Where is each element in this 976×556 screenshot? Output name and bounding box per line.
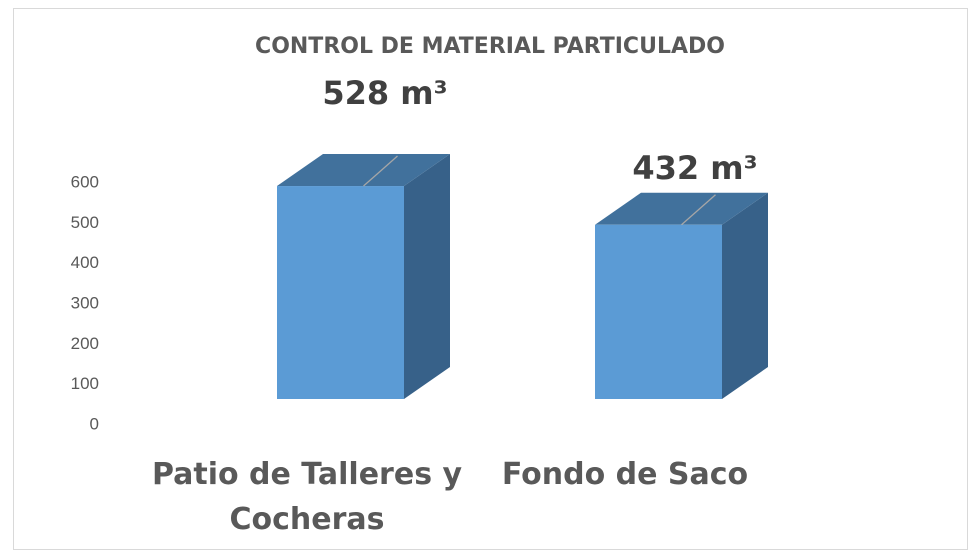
y-tick-label: 200 xyxy=(71,334,99,353)
y-tick-label: 500 xyxy=(71,213,99,232)
leader-line xyxy=(363,155,398,187)
bar-side xyxy=(404,154,450,399)
bar-side xyxy=(722,192,768,399)
bar xyxy=(277,186,404,399)
y-tick-label: 100 xyxy=(71,374,99,393)
y-tick-label: 0 xyxy=(90,414,99,433)
chart-border xyxy=(13,8,968,550)
y-tick-label: 600 xyxy=(71,172,99,191)
bar-top xyxy=(277,154,450,187)
bar-top xyxy=(595,192,768,225)
data-label: 528 m³ xyxy=(322,74,447,112)
bar xyxy=(595,224,722,399)
x-tick-label: Patio de Talleres y Cocheras xyxy=(151,457,463,537)
chart-title: CONTROL DE MATERIAL PARTICULADO xyxy=(255,34,725,59)
y-tick-label: 400 xyxy=(71,253,99,272)
x-tick-label: Fondo de Saco xyxy=(501,457,749,492)
data-label: 432 m³ xyxy=(632,149,757,187)
leader-line xyxy=(681,194,716,226)
y-tick-label: 300 xyxy=(71,293,99,312)
